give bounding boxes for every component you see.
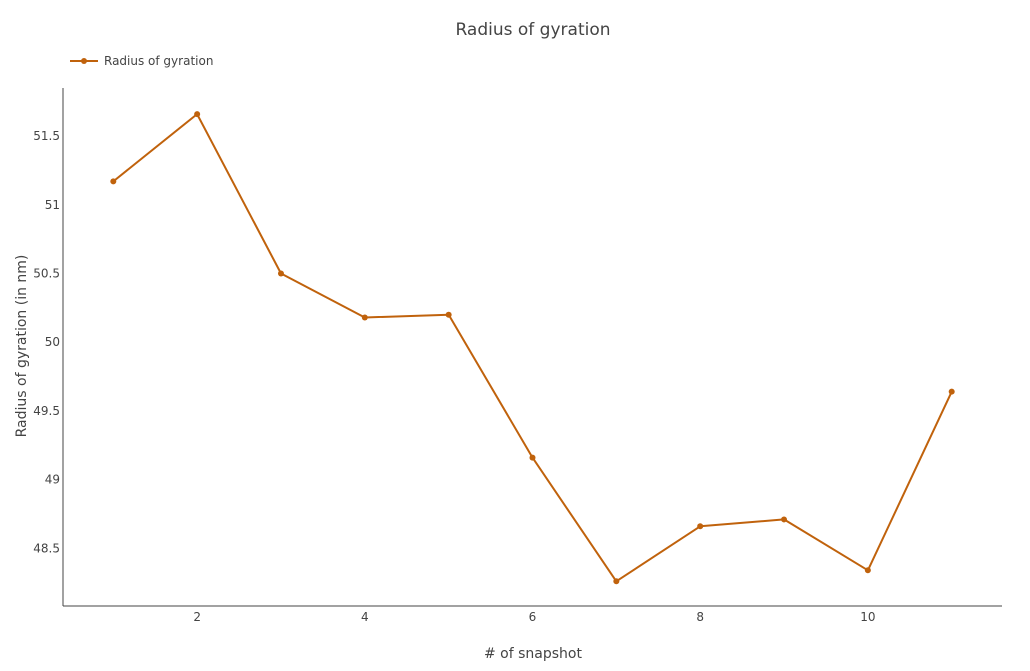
data-point[interactable] (697, 523, 704, 530)
y-axis-title: Radius of gyration (in nm) (14, 255, 30, 438)
data-point[interactable] (529, 454, 536, 461)
y-tick-label: 51.5 (33, 129, 60, 143)
data-point[interactable] (613, 578, 620, 585)
data-point[interactable] (781, 516, 788, 523)
y-tick-label: 49.5 (33, 404, 60, 418)
x-axis-title: # of snapshot (484, 646, 582, 662)
x-tick-label: 6 (529, 610, 537, 624)
x-tick-label: 10 (860, 610, 875, 624)
data-point[interactable] (445, 311, 452, 318)
data-point[interactable] (277, 270, 284, 277)
y-tick-label: 51 (45, 198, 60, 212)
data-point[interactable] (110, 178, 117, 185)
data-point[interactable] (194, 111, 201, 118)
y-tick-label: 50 (45, 335, 60, 349)
y-tick-label: 49 (45, 473, 60, 487)
y-axis-ticks: 48.5 49 49.5 50 50.5 51 51.5 (33, 129, 60, 555)
x-axis-ticks: 2 4 6 8 10 (193, 610, 875, 624)
legend[interactable]: Radius of gyration (70, 54, 213, 68)
x-tick-label: 8 (696, 610, 704, 624)
legend-label: Radius of gyration (104, 54, 213, 68)
data-point[interactable] (361, 314, 368, 321)
chart-title: Radius of gyration (455, 20, 610, 40)
data-point[interactable] (864, 567, 871, 574)
series-line (112, 113, 953, 583)
y-tick-label: 50.5 (33, 266, 60, 280)
x-tick-label: 2 (193, 610, 201, 624)
y-tick-label: 48.5 (33, 541, 60, 555)
legend-swatch-marker (81, 58, 87, 64)
series-points (110, 111, 955, 585)
x-tick-label: 4 (361, 610, 369, 624)
data-point[interactable] (948, 388, 955, 395)
